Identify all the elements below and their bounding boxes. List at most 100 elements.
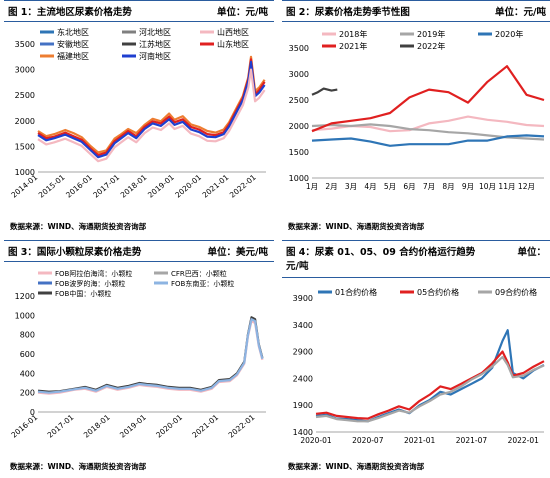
y-tick-label: 2400 — [293, 374, 313, 383]
legend-label: 2019年 — [417, 29, 445, 39]
legend-label: 2020年 — [495, 29, 523, 39]
y-tick-label: 1000 — [15, 168, 35, 177]
y-tick-label: 3400 — [293, 321, 313, 330]
y-tick-label: 3500 — [15, 40, 35, 49]
series-line — [315, 329, 545, 423]
legend-label: 河南地区 — [139, 51, 171, 61]
chart-panel-3: 图 3：国际小颗粒尿素价格走势 单位：美元/吨 0 200 400 600 800 100… — [4, 240, 274, 476]
series-line — [315, 355, 545, 423]
legend-label: 05合约价格 — [417, 287, 459, 297]
legend-label: 09合约价格 — [495, 287, 537, 297]
x-tick-label: 9月 — [462, 182, 474, 191]
x-tick-label: 2020-01 — [154, 412, 184, 439]
chart-svg-1: 1000150020002500300035002014-012015-0120… — [9, 27, 266, 200]
chart-title-bar: 图 1：主流地区尿素价格走势 单位：元/吨 — [4, 0, 274, 22]
x-tick-label: 2017-01 — [91, 172, 121, 199]
x-tick-label: 12月 — [518, 182, 535, 191]
y-tick-label: 3500 — [289, 44, 309, 53]
x-tick-label: 2015-01 — [37, 172, 67, 199]
y-tick-label: 1500 — [15, 142, 35, 151]
series-line — [311, 115, 545, 133]
y-tick-label: 3900 — [293, 294, 313, 303]
chart-title: 图 4：尿素 01、05、09 合约价格运行趋势 — [286, 247, 476, 258]
legend-label: 2022年 — [417, 41, 445, 51]
legend-label: FOB阿拉伯海湾：小颗粒 — [55, 269, 132, 278]
chart-title: 图 1：主流地区尿素价格走势 — [8, 7, 132, 18]
y-tick-label: 1200 — [15, 292, 35, 301]
chart-unit-continued: 元/吨 — [286, 260, 309, 272]
chart-title-bar: 图 4：尿素 01、05、09 合约价格运行趋势 单位： 元/吨 — [282, 240, 550, 278]
legend-label: 01合约价格 — [335, 287, 377, 297]
chart-title-bar: 图 3：国际小颗粒尿素价格走势 单位：美元/吨 — [4, 240, 274, 262]
y-tick-label: 1500 — [289, 148, 309, 157]
x-tick-label: 5月 — [384, 182, 396, 191]
series-line — [311, 87, 338, 96]
chart-source: 数据来源：WIND、海通期货投资咨询部 — [10, 222, 147, 231]
x-tick-label: 2019-01 — [118, 412, 148, 439]
chart-panel-4: 图 4：尿素 01、05、09 合约价格运行趋势 单位： 元/吨 1400 190… — [282, 240, 550, 476]
series-line — [37, 318, 264, 394]
y-tick-label: 2000 — [15, 117, 35, 126]
x-tick-label: 2021-01 — [201, 172, 231, 199]
y-tick-label: 2500 — [289, 96, 309, 105]
chart-title-bar: 图 2：尿素价格走势季节性图 单位：元/吨 — [282, 0, 550, 22]
y-tick-label: 3000 — [15, 66, 35, 75]
chart-svg-3: 0 200 400 600 800 1000 1200 2016-01 2017-01 2018-… — [9, 269, 266, 440]
x-tick-label: 2022-01 — [227, 412, 257, 439]
x-tick-label: 2022-01 — [508, 436, 540, 445]
legend-label: 山西地区 — [217, 27, 249, 37]
x-tick-label: 2020-01 — [173, 172, 203, 199]
chart-source: 数据来源：WIND、海通期货投资咨询部 — [10, 462, 147, 471]
legend-label: CFR巴西：小颗粒 — [171, 269, 227, 278]
x-tick-label: 2020-07 — [352, 436, 384, 445]
series-line — [37, 68, 266, 163]
x-tick-label: 2021-01 — [404, 436, 436, 445]
x-tick-label: 2019-01 — [146, 172, 176, 199]
y-tick-label: 1400 — [293, 428, 313, 437]
x-tick-label: 4月 — [364, 182, 376, 191]
y-tick-label: 600 — [20, 350, 35, 359]
series-line — [311, 65, 545, 133]
x-tick-label: 2021-07 — [456, 436, 488, 445]
chart-unit: 单位：美元/吨 — [207, 247, 268, 258]
legend-label: FOB中国：小颗粒 — [55, 289, 111, 298]
legend-label: 安徽地区 — [57, 39, 89, 49]
y-tick-label: 2500 — [15, 91, 35, 100]
x-tick-label: 7月 — [423, 182, 435, 191]
x-tick-label: 2018-01 — [119, 172, 149, 199]
chart-svg-4: 1400 1900 2400 2900 3400 3900 2020-01 2020-07 20… — [293, 287, 545, 445]
y-tick-label: 2900 — [293, 348, 313, 357]
y-tick-label: 1900 — [293, 401, 313, 410]
x-tick-label: 2020-01 — [300, 436, 332, 445]
y-tick-label: 0 — [30, 408, 35, 417]
x-tick-label: 11月 — [498, 182, 515, 191]
x-tick-label: 10月 — [479, 182, 496, 191]
x-tick-label: 2016-01 — [9, 412, 39, 439]
legend-label: 山东地区 — [217, 39, 249, 49]
x-tick-label: 2021-01 — [190, 412, 220, 439]
series-line — [315, 350, 545, 420]
legend-label: 河北地区 — [139, 27, 171, 37]
x-tick-label: 2022-01 — [228, 172, 258, 199]
chart-unit: 单位：元/吨 — [217, 7, 268, 18]
legend-label: 2018年 — [339, 29, 367, 39]
legend-label: 福建地区 — [57, 51, 89, 61]
legend-label: 东北地区 — [57, 27, 89, 37]
legend-label: FOB东南亚：小颗粒 — [171, 279, 234, 288]
legend-label: 江苏地区 — [139, 39, 171, 49]
chart-title: 图 3：国际小颗粒尿素价格走势 — [8, 247, 142, 258]
series-line — [37, 60, 266, 159]
x-tick-label: 2018-01 — [82, 412, 112, 439]
chart-unit: 单位：元/吨 — [495, 7, 546, 18]
x-tick-label: 2月 — [325, 182, 337, 191]
chart-source: 数据来源：WIND、海通期货投资咨询部 — [288, 222, 425, 231]
y-tick-label: 800 — [20, 331, 35, 340]
x-tick-label: 6月 — [403, 182, 415, 191]
y-tick-label: 200 — [20, 389, 35, 398]
chart-source: 数据来源：WIND、海通期货投资咨询部 — [288, 462, 425, 471]
chart-panel-2: 图 2：尿素价格走势季节性图 单位：元/吨 1000 1500 2000 2500 30… — [282, 0, 550, 236]
chart-title: 图 2：尿素价格走势季节性图 — [286, 7, 410, 18]
chart-svg-2: 1000 1500 2000 2500 3000 3500 1月 2月 3月 4月 5月 6月 7月 8月… — [289, 29, 545, 191]
y-tick-label: 2000 — [289, 122, 309, 131]
legend-label: 2021年 — [339, 41, 367, 51]
